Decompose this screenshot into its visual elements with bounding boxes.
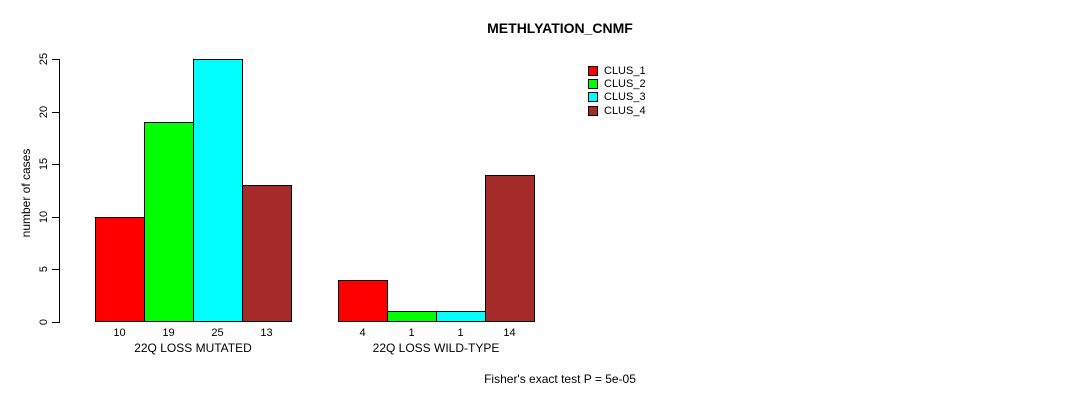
legend-label: CLUS_4 [604, 104, 646, 117]
group-label: 22Q LOSS WILD-TYPE [372, 341, 500, 355]
y-axis-tick-label: 10 [38, 210, 50, 224]
legend-label: CLUS_1 [604, 64, 646, 77]
bar-clus_1-group2 [338, 280, 388, 322]
y-axis-label: number of cases [19, 148, 33, 238]
bar-clus_1-group1 [95, 217, 145, 322]
y-axis-line [59, 59, 60, 323]
y-axis-tick-label: 25 [38, 52, 50, 66]
bar-value-label: 1 [457, 327, 464, 339]
y-axis-tick [52, 59, 60, 60]
y-axis-tick-label: 0 [38, 318, 50, 326]
bar-clus_3-group1 [193, 59, 243, 322]
y-axis-tick [52, 217, 60, 218]
y-axis-tick [52, 269, 60, 270]
bar-value-label: 13 [260, 327, 273, 339]
legend-item: CLUS_1 [588, 64, 646, 77]
legend-item: CLUS_4 [588, 104, 646, 117]
chart-title: METHLYATION_CNMF [487, 20, 633, 36]
y-axis-tick [52, 164, 60, 165]
bar-value-label: 19 [162, 327, 175, 339]
bar-clus_2-group1 [144, 122, 194, 322]
bar-value-label: 4 [359, 327, 366, 339]
legend-label: CLUS_2 [604, 78, 646, 91]
legend-item: CLUS_2 [588, 77, 646, 90]
y-axis-tick-label: 20 [38, 105, 50, 119]
legend: CLUS_1 CLUS_2 CLUS_3 CLUS_4 [588, 64, 646, 118]
bar-clus_2-group2 [387, 311, 437, 322]
y-axis-tick-label: 15 [38, 157, 50, 171]
bar-value-label: 25 [211, 327, 224, 339]
annotation-text: Fisher's exact test P = 5e-05 [484, 372, 636, 386]
bar-value-label: 14 [503, 327, 516, 339]
legend-swatch [588, 105, 598, 116]
y-axis-tick-label: 5 [38, 265, 50, 273]
legend-item: CLUS_3 [588, 91, 646, 104]
y-axis-tick [52, 112, 60, 113]
bar-clus_3-group2 [436, 311, 486, 322]
legend-swatch [588, 79, 598, 90]
bar-clus_4-group2 [485, 175, 535, 322]
bar-clus_4-group1 [242, 185, 292, 322]
bar-value-label: 1 [408, 327, 415, 339]
y-axis-tick [52, 322, 60, 323]
bar-value-label: 10 [113, 327, 126, 339]
group-label: 22Q LOSS MUTATED [134, 341, 252, 355]
legend-swatch [588, 92, 598, 103]
legend-swatch [588, 65, 598, 76]
legend-label: CLUS_3 [604, 91, 646, 104]
